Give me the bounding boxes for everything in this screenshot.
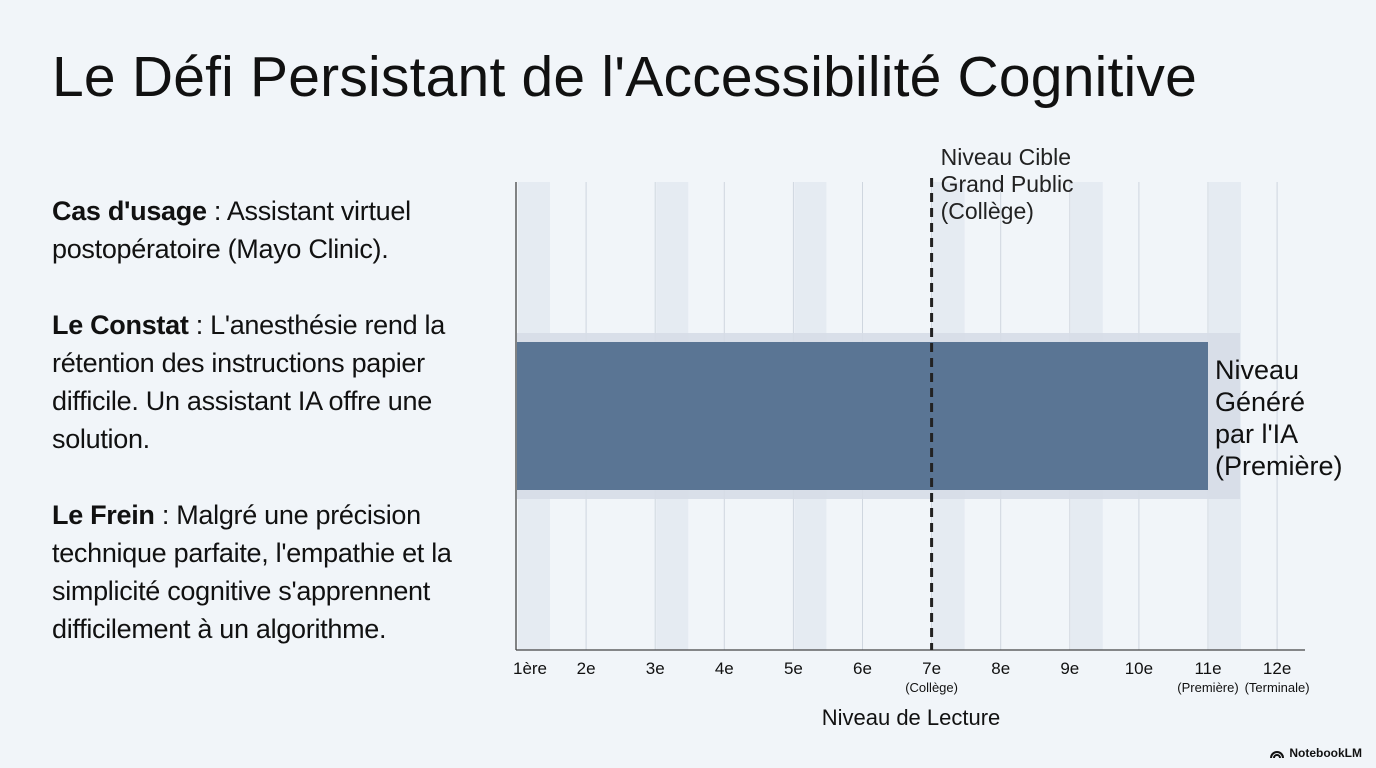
x-tick-label: 4e [715, 659, 734, 678]
x-tick-label: 8e [991, 659, 1010, 678]
brand-name: NotebookLM [1289, 746, 1362, 760]
paragraph-text: Malgré une précision technique parfaite,… [52, 500, 452, 644]
paragraph-separator: : [154, 500, 177, 530]
paragraph-separator: : [206, 196, 227, 226]
x-tick-label: 9e [1060, 659, 1079, 678]
x-tick-label: 11e [1194, 659, 1221, 678]
paragraph-use-case: Cas d'usage : Assistant virtuel postopér… [52, 192, 452, 268]
bar-label: Niveau Généré par l'IA (Première) [1215, 355, 1343, 481]
x-tick-label: 12e [1263, 659, 1291, 678]
x-tick-label: 1ère [513, 659, 547, 678]
ai-level-bar [517, 342, 1208, 490]
x-tick-label: 3e [646, 659, 665, 678]
paragraph-text: L'anesthésie rend la rétention des instr… [52, 310, 445, 454]
paragraph-label: Le Frein [52, 500, 155, 530]
paragraph-finding: Le Constat : L'anesthésie rend la rétent… [52, 306, 452, 458]
target-line-label: Niveau Cible Grand Public (Collège) [941, 144, 1074, 224]
x-tick-sublabel: (Collège) [905, 680, 958, 695]
x-tick-sublabel: (Première) [1177, 680, 1238, 695]
x-tick-sublabel: (Terminale) [1245, 680, 1310, 695]
x-tick-label: 6e [853, 659, 872, 678]
x-axis-title: Niveau de Lecture [822, 705, 1001, 730]
slide-title: Le Défi Persistant de l'Accessibilité Co… [52, 45, 1197, 109]
brand-footer: NotebookLM [1269, 746, 1362, 760]
paragraph-label: Cas d'usage [52, 196, 207, 226]
x-tick-label: 10e [1125, 659, 1153, 678]
text-column: Cas d'usage : Assistant virtuel postopér… [52, 192, 452, 686]
paragraph-separator: : [188, 310, 211, 340]
paragraph-text: Assistant virtuel postopératoire (Mayo C… [52, 196, 411, 264]
paragraph-label: Le Constat [52, 310, 189, 340]
notebooklm-logo-icon [1270, 751, 1285, 759]
paragraph-obstacle: Le Frein : Malgré une précision techniqu… [52, 496, 452, 648]
x-tick-label: 5e [784, 659, 803, 678]
x-tick-label: 7e [922, 659, 941, 678]
x-tick-label: 2e [577, 659, 596, 678]
